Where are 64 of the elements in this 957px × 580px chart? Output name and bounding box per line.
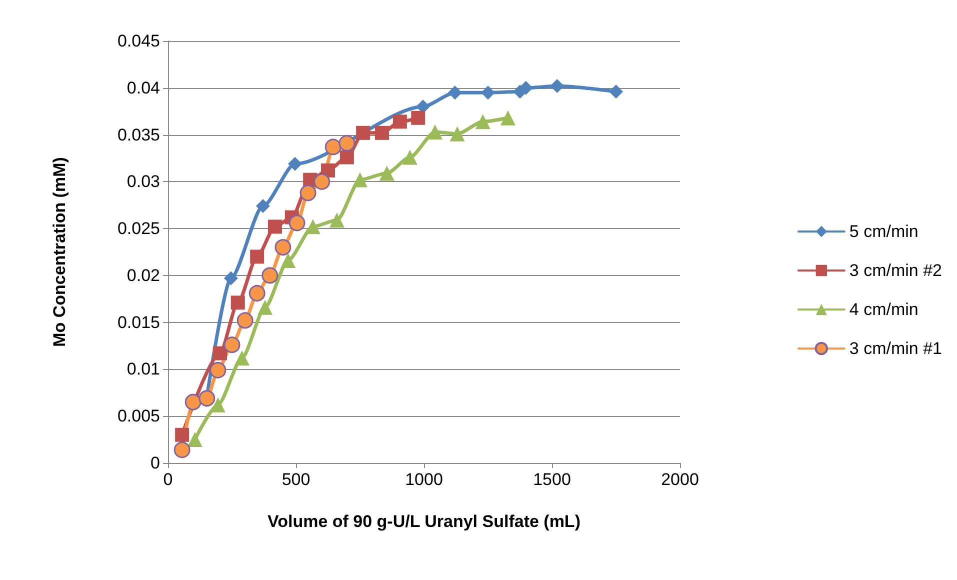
x-tick-label: 1000 xyxy=(405,470,443,489)
x-tick-label: 1500 xyxy=(533,470,571,489)
point xyxy=(280,252,296,268)
point xyxy=(338,134,356,152)
point xyxy=(428,124,443,140)
point xyxy=(210,362,226,378)
point xyxy=(475,114,490,130)
point xyxy=(411,110,426,125)
legend-label: 5 cm/min xyxy=(849,222,918,241)
point xyxy=(236,312,254,329)
point xyxy=(550,79,564,94)
x-tick-label: 500 xyxy=(282,470,310,489)
point xyxy=(392,114,407,129)
legend-label: 4 cm/min xyxy=(849,300,918,319)
point xyxy=(402,150,418,165)
point xyxy=(174,442,190,458)
point xyxy=(258,300,273,315)
y-tick-label: 0.015 xyxy=(117,312,160,332)
point xyxy=(288,156,302,171)
point xyxy=(356,126,370,140)
y-axis-title: Mo Concentration (mM) xyxy=(50,157,69,347)
y-tick-label: 0.025 xyxy=(117,219,160,238)
point xyxy=(187,432,202,448)
point xyxy=(375,126,390,140)
y-tick-label: 0 xyxy=(150,454,160,472)
y-tick-label: 0.045 xyxy=(117,32,160,50)
point xyxy=(274,239,292,256)
point xyxy=(262,267,278,284)
point xyxy=(314,173,330,190)
point xyxy=(234,350,250,366)
y-tick-label: 0.01 xyxy=(126,360,160,379)
x-tick-label: 0 xyxy=(163,470,173,489)
point xyxy=(224,336,240,354)
x-axis-title: Volume of 90 g-U/L Uranyl Sulfate (mL) xyxy=(268,512,580,531)
point xyxy=(481,86,495,100)
point xyxy=(250,250,264,264)
point xyxy=(256,199,270,214)
y-tick-label: 0.02 xyxy=(126,266,160,285)
point xyxy=(184,394,202,410)
point xyxy=(352,172,368,188)
point xyxy=(248,285,266,302)
point xyxy=(175,428,190,442)
point xyxy=(230,296,245,310)
point xyxy=(224,271,238,286)
point xyxy=(609,84,623,99)
point xyxy=(340,150,354,164)
x-tick-label: 2000 xyxy=(661,470,699,489)
y-tick-label: 0.005 xyxy=(117,406,160,426)
point xyxy=(450,126,465,142)
point xyxy=(329,212,344,228)
point xyxy=(379,166,394,181)
point xyxy=(500,110,516,126)
y-tick-label: 0.035 xyxy=(117,125,160,144)
point xyxy=(212,346,227,360)
y-tick-label: 0.03 xyxy=(126,172,160,192)
point xyxy=(300,184,316,202)
legend-label: 3 cm/min #2 xyxy=(849,261,942,280)
point xyxy=(268,220,282,234)
point xyxy=(448,86,462,100)
point xyxy=(198,390,216,407)
legend-label: 3 cm/min #1 xyxy=(849,339,942,358)
point xyxy=(288,214,306,232)
point xyxy=(324,138,342,156)
y-tick-label: 0.04 xyxy=(126,78,160,98)
